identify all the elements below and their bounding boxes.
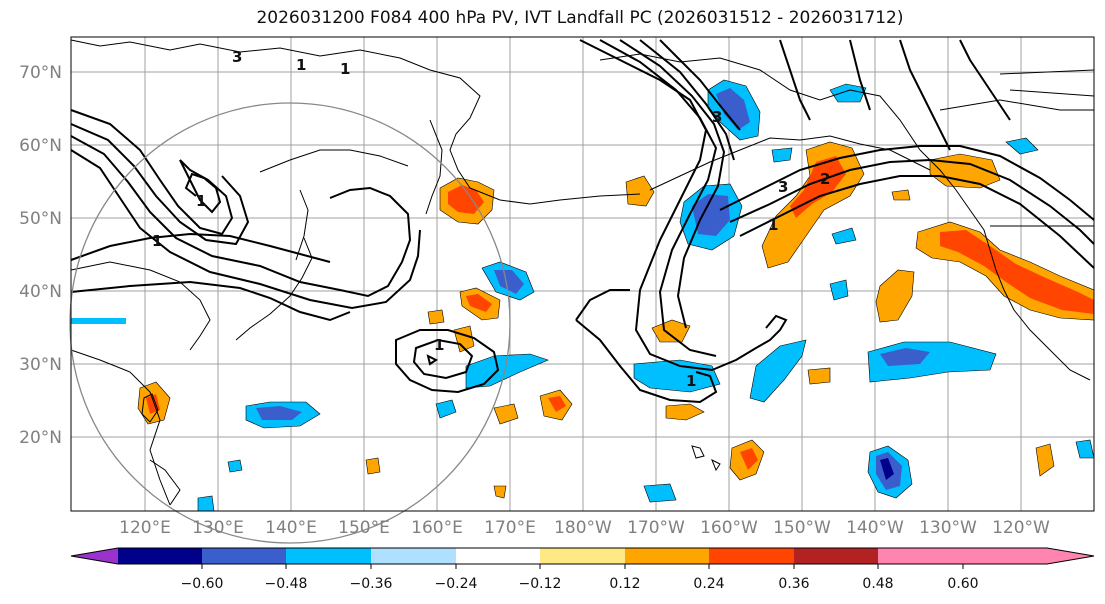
lon-label: 130°E (192, 518, 244, 538)
contour-label: 1 (434, 336, 444, 354)
colorbar-tick-label: 0.24 (693, 576, 724, 592)
lon-label: 170°W (627, 518, 685, 538)
contour-label: 1 (296, 56, 306, 74)
contour-label: 1 (196, 192, 206, 210)
colorbar-segment (456, 548, 540, 564)
lon-label: 120°E (119, 518, 171, 538)
contour-label: 2 (820, 170, 830, 188)
map-title: 2026031200 F084 400 hPa PV, IVT Landfall… (256, 8, 904, 28)
longitude-labels: 120°E 130°E 140°E 150°E 160°E 170°E 180°… (119, 518, 1050, 538)
pv-contours (70, 39, 1095, 404)
shaded-anomalies (70, 79, 1095, 512)
colorbar: −0.60 −0.48 −0.36 −0.24 −0.12 0.12 0.24 … (70, 547, 1095, 592)
colorbar-tick-label: 0.12 (609, 576, 640, 592)
lon-label: 170°E (484, 518, 536, 538)
colorbar-tick-label: 0.48 (862, 576, 893, 592)
lon-label: 150°W (773, 518, 831, 538)
contour-label: 1 (340, 60, 350, 78)
lon-label: 160°E (411, 518, 463, 538)
colorbar-outline (70, 547, 1095, 565)
colorbar-tick-label: −0.24 (435, 576, 478, 592)
contour-label: 3 (232, 48, 242, 66)
radius-circle (69, 102, 511, 544)
colorbar-tick-label: 0.60 (947, 576, 978, 592)
contour-label: 3 (712, 108, 722, 126)
lat-label: 40°N (19, 282, 62, 302)
contour-label: 1 (152, 232, 162, 250)
lat-label: 70°N (19, 63, 62, 83)
colorbar-segment (709, 548, 794, 564)
colorbar-segment (202, 548, 286, 564)
coastlines (70, 39, 1095, 506)
lon-label: 140°E (265, 518, 317, 538)
map-frame (70, 36, 1095, 512)
lon-label: 180°W (554, 518, 612, 538)
colorbar-segment (625, 548, 709, 564)
contour-label: 1 (768, 216, 778, 234)
lon-label: 140°W (846, 518, 904, 538)
colorbar-segment (118, 548, 202, 564)
colorbar-segment (540, 548, 625, 564)
colorbar-tick-label: −0.12 (519, 576, 562, 592)
colorbar-tick-label: −0.36 (350, 576, 393, 592)
colorbar-tick-label: −0.48 (265, 576, 308, 592)
colorbar-segment (286, 548, 371, 564)
colorbar-segment (878, 548, 963, 564)
lat-label: 20°N (19, 428, 62, 448)
colorbar-tick-label: 0.36 (778, 576, 809, 592)
lon-label: 120°W (992, 518, 1050, 538)
lat-label: 60°N (19, 136, 62, 156)
lon-label: 150°E (338, 518, 390, 538)
colorbar-segment (794, 548, 878, 564)
colorbar-extend-max (1047, 548, 1094, 564)
latitude-labels: 70°N 60°N 50°N 40°N 30°N 20°N (19, 63, 62, 448)
colorbar-segment (371, 548, 456, 564)
contour-labels: 1 1 3 1 1 3 3 2 1 1 1 (152, 48, 830, 390)
contour-label: 3 (778, 178, 788, 196)
lon-label: 160°W (700, 518, 758, 538)
lat-label: 50°N (19, 209, 62, 229)
colorbar-extend-min (71, 548, 118, 564)
colorbar-segment (963, 548, 1047, 564)
contour-label: 1 (686, 372, 696, 390)
colorbar-tick-label: −0.60 (181, 576, 224, 592)
lat-label: 30°N (19, 355, 62, 375)
lon-label: 130°W (919, 518, 977, 538)
